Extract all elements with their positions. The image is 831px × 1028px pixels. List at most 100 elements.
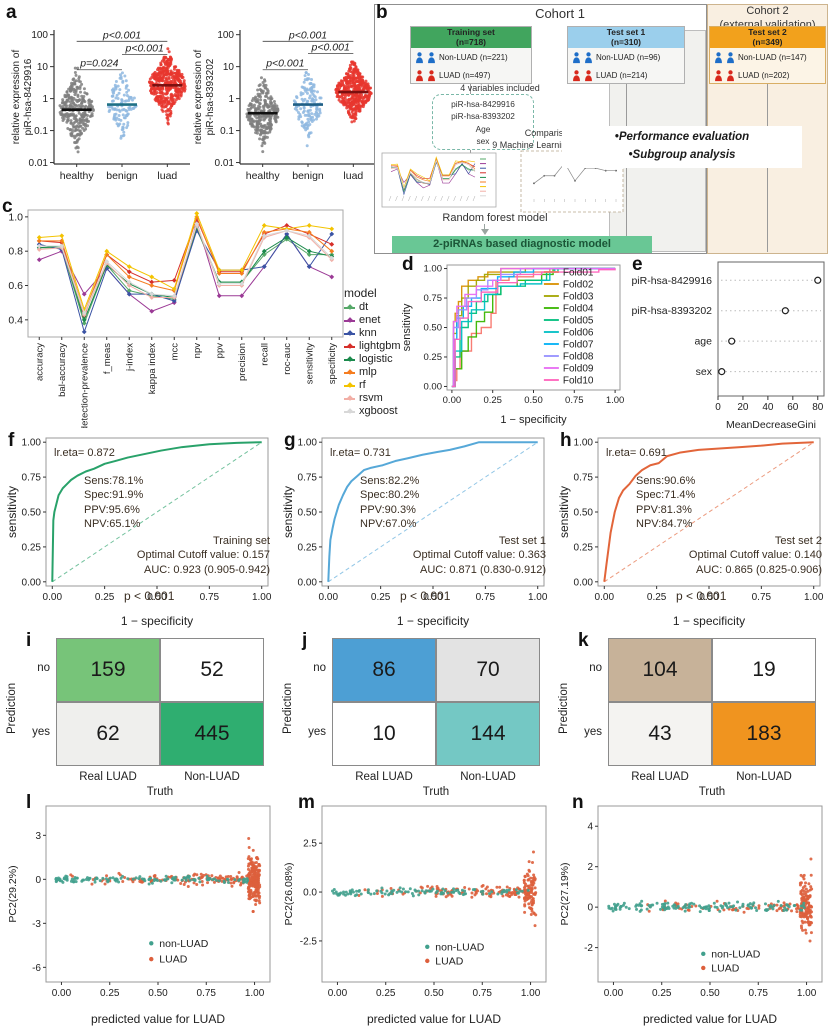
variable-3: Age xyxy=(475,123,491,134)
down-arrow-icon xyxy=(481,229,489,235)
metrics-thumbnail-chart xyxy=(381,152,497,208)
svg-text:0.00: 0.00 xyxy=(298,577,318,588)
svg-text:LUAD: LUAD xyxy=(711,962,739,974)
cutoff-value: Optimal Cutoff value: 0.363 xyxy=(412,549,546,562)
svg-text:sensitivity: sensitivity xyxy=(557,486,571,538)
svg-text:0.1: 0.1 xyxy=(220,126,234,137)
svg-text:1.00: 1.00 xyxy=(298,438,318,449)
panel-f-roc-chart: 0.00 0.00 0.25 0.25 0.50 0.50 0.75 0.75 1.00 1.00… xyxy=(4,428,280,630)
panel-label-l: l xyxy=(26,792,32,813)
legend-item-xgboost: xgboost xyxy=(344,405,401,418)
svg-text:Fold05: Fold05 xyxy=(563,316,594,327)
training-luad-row: LUAD (n=497) xyxy=(411,66,531,84)
test1-luad-label: LUAD (n=214) xyxy=(596,71,648,80)
svg-text:1.00: 1.00 xyxy=(528,592,548,603)
svg-text:Fold03: Fold03 xyxy=(563,292,594,303)
npv-value: NPV:84.7% xyxy=(636,517,693,530)
svg-text:sensitivity: sensitivity xyxy=(304,343,315,384)
svg-text:0.00: 0.00 xyxy=(328,988,348,999)
svg-text:p<0.001: p<0.001 xyxy=(311,41,350,53)
test1-luad-row: LUAD (n=214) xyxy=(568,66,684,84)
test1-nonluad-label: Non-LUAD (n=96) xyxy=(596,53,661,62)
svg-text:4: 4 xyxy=(587,822,593,833)
person-icon xyxy=(416,69,423,81)
analysis-bullets: •Performance evaluation •Subgroup analys… xyxy=(562,126,802,168)
svg-text:recall: recall xyxy=(259,343,270,366)
ml-comparison-line2: 9 Machine Learning Algorithms xyxy=(492,139,616,150)
svg-text:20: 20 xyxy=(737,402,749,413)
svg-text:0.00: 0.00 xyxy=(574,577,594,588)
ml-comparison-caption: Comparison of 9 Machine Learning Algorit… xyxy=(483,128,625,151)
p-value: p < 0.001 xyxy=(676,589,727,603)
connector-variables-models xyxy=(470,150,471,154)
svg-text:0.00: 0.00 xyxy=(443,395,462,406)
svg-text:0.25: 0.25 xyxy=(22,542,42,553)
svg-text:0.75: 0.75 xyxy=(749,988,769,999)
svg-text:0.75: 0.75 xyxy=(197,988,217,999)
person-icon xyxy=(585,69,592,81)
auc-value: AUC: 0.865 (0.825-0.906) xyxy=(696,563,822,576)
test1-nonluad-row: Non-LUAD (n=96) xyxy=(568,48,684,66)
person-icon xyxy=(428,51,435,63)
svg-text:0.25: 0.25 xyxy=(483,395,502,406)
svg-text:0.75: 0.75 xyxy=(574,473,594,484)
svg-text:luad: luad xyxy=(343,170,363,182)
svg-text:PC2(27.19%): PC2(27.19%) xyxy=(559,862,571,925)
legend-item-knn: knn xyxy=(344,327,401,340)
svg-text:0.6: 0.6 xyxy=(8,280,23,292)
svg-text:0.01: 0.01 xyxy=(215,158,235,169)
panel-a-left-jitter-plot: 100 10 1 0.1 0.01 healthy benign luad p=0.024 p<0… xyxy=(10,20,192,196)
connector-test2 xyxy=(767,84,768,252)
svg-text:healthy: healthy xyxy=(246,170,281,182)
svg-text:relative expression of: relative expression of xyxy=(11,50,22,145)
diagnostic-model-bar: 2-piRNAs based diagnostic model xyxy=(392,236,652,253)
panel-label-e: e xyxy=(632,254,643,275)
panel-l-pca-scatter: 0.00 0.25 0.50 0.75 1.00 3 0 -3 -6 non-LUAD LUAD pr… xyxy=(4,796,280,1028)
person-icon xyxy=(573,51,580,63)
svg-text:0.25: 0.25 xyxy=(647,592,667,603)
svg-text:3: 3 xyxy=(35,831,41,842)
svg-text:Fold04: Fold04 xyxy=(563,304,594,315)
svg-text:-2.5: -2.5 xyxy=(300,936,318,947)
person-icon xyxy=(428,69,435,81)
svg-text:0.75: 0.75 xyxy=(22,473,42,484)
svg-text:detection-prevalence: detection-prevalence xyxy=(79,343,90,428)
svg-text:specificity: specificity xyxy=(327,343,338,384)
variable-4: sex xyxy=(476,136,490,147)
set-label: Test set 1 xyxy=(498,535,546,547)
legend-item-mlp: mlp xyxy=(344,366,401,379)
svg-text:kappa index: kappa index xyxy=(147,343,158,394)
svg-text:piR-hsa-8393202: piR-hsa-8393202 xyxy=(205,58,216,135)
cutoff-value: Optimal Cutoff value: 0.140 xyxy=(688,549,822,562)
svg-text:bal-accuracy: bal-accuracy xyxy=(57,343,68,397)
panel-label-k: k xyxy=(578,630,589,651)
svg-text:0.00: 0.00 xyxy=(52,988,72,999)
training-luad-label: LUAD (n=497) xyxy=(439,71,491,80)
svg-text:roc-auc: roc-auc xyxy=(282,343,293,375)
ppv-value: PPV:81.3% xyxy=(636,503,692,516)
svg-text:sensitivity: sensitivity xyxy=(5,486,19,538)
bullet-performance-evaluation: •Performance evaluation xyxy=(614,131,750,143)
person-icon xyxy=(727,69,734,81)
cutoff-value: Optimal Cutoff value: 0.157 xyxy=(136,549,270,562)
test-set-2-title: Test set 2 xyxy=(748,27,787,37)
training-set-box: Training set (n=718) Non-LUAD (n=221) LU… xyxy=(410,26,532,84)
training-nonluad-row: Non-LUAD (n=221) xyxy=(411,48,531,66)
svg-text:luad: luad xyxy=(157,170,177,182)
svg-text:1.00: 1.00 xyxy=(804,592,824,603)
legend-item-logistic: logistic xyxy=(344,353,401,366)
svg-text:0.4: 0.4 xyxy=(8,314,23,326)
svg-text:0.75: 0.75 xyxy=(424,293,443,304)
cohort2-title-line1: Cohort 2 xyxy=(746,5,789,17)
svg-text:predicted value for LUAD: predicted value for LUAD xyxy=(91,1012,225,1026)
npv-value: NPV:67.0% xyxy=(360,517,417,530)
svg-text:Fold02: Fold02 xyxy=(563,280,594,291)
svg-text:40: 40 xyxy=(762,402,774,413)
svg-text:piR-hsa-8393202: piR-hsa-8393202 xyxy=(631,305,712,317)
svg-text:PC2(29.2%): PC2(29.2%) xyxy=(7,865,19,922)
set-label: Test set 2 xyxy=(774,535,822,547)
svg-text:0.25: 0.25 xyxy=(298,542,318,553)
bullet-subgroup-analysis: •Subgroup analysis xyxy=(628,148,736,161)
svg-text:PC2(26.08%): PC2(26.08%) xyxy=(283,862,295,925)
